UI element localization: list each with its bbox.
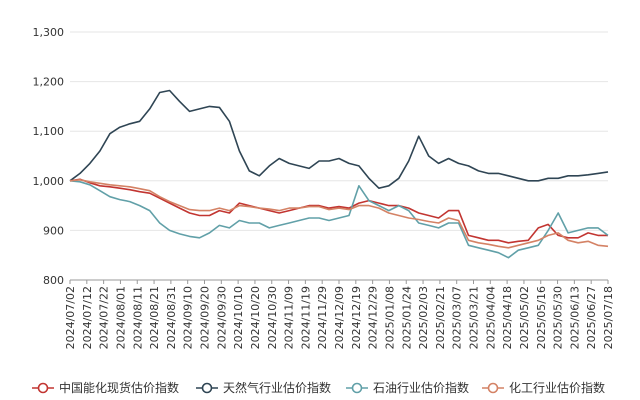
x-tick-label: 2024/12/19 [350, 286, 363, 349]
series-line-3 [69, 180, 609, 259]
x-tick-label: 2024/08/21 [148, 286, 161, 349]
legend-label: 天然气行业估价指数 [223, 380, 331, 395]
x-tick-label: 2024/12/09 [333, 286, 346, 349]
x-tick-label: 2025/06/27 [585, 286, 598, 349]
x-tick-label: 2025/01/08 [383, 286, 396, 349]
x-tick-label: 2024/11/29 [316, 286, 329, 349]
legend-label: 中国能化现货估价指数 [59, 380, 179, 395]
legend-swatch-marker [487, 382, 499, 394]
legend-label: 化工行业估价指数 [509, 380, 605, 395]
x-tick-label: 2025/02/03 [417, 286, 430, 349]
x-tick-label: 2024/08/01 [114, 286, 127, 349]
x-tick-label: 2025/04/04 [484, 286, 497, 349]
x-tick-label: 2024/11/09 [283, 286, 296, 349]
series-lines [69, 89, 609, 259]
legend-swatch-marker [37, 382, 49, 394]
legend-item-3[interactable]: 石油行业估价指数 [346, 380, 469, 395]
x-tick-label: 2024/08/31 [165, 286, 178, 349]
x-tick-label: 2024/07/22 [98, 286, 111, 349]
x-axis: 2024/07/02 2024/07/12 2024/07/22 2024/08/01… [64, 280, 615, 349]
legend-swatch-marker [201, 382, 213, 394]
x-tick-label: 2025/05/02 [518, 286, 531, 349]
x-tick-label: 2024/12/29 [367, 286, 380, 349]
x-tick-label: 2025/02/21 [434, 286, 447, 349]
x-tick-label: 2024/11/19 [299, 286, 312, 349]
series-line-2 [69, 89, 609, 189]
legend-item-2[interactable]: 天然气行业估价指数 [196, 380, 331, 395]
y-tick-label: 1,200 [33, 76, 65, 89]
x-tick-label: 2024/08/11 [131, 286, 144, 349]
x-tick-label: 2025/03/07 [451, 286, 464, 349]
x-tick-label: 2024/07/02 [64, 286, 77, 349]
x-tick-label: 2024/09/30 [215, 286, 228, 349]
legend-swatch-marker [351, 382, 363, 394]
series-line-4 [69, 179, 609, 249]
x-tick-label: 2024/10/30 [266, 286, 279, 349]
grid-lines [70, 31, 608, 281]
series-line-1 [69, 178, 608, 244]
x-tick-label: 2024/10/20 [249, 286, 262, 349]
legend[interactable]: 中国能化现货估价指数 天然气行业估价指数 石油行业估价指数 化工行业估价指数 [32, 380, 605, 395]
x-tick-label: 2025/06/13 [568, 286, 581, 349]
y-axis: 800 900 1,000 1,100 1,200 1,300 [33, 26, 65, 287]
x-tick-label: 2024/07/12 [81, 286, 94, 349]
x-tick-label: 2025/04/18 [501, 286, 514, 349]
y-tick-label: 1,000 [33, 175, 65, 188]
y-tick-label: 1,100 [33, 125, 65, 138]
x-tick-label: 2025/01/24 [400, 286, 413, 349]
x-tick-label: 2025/03/21 [468, 286, 481, 349]
y-tick-label: 800 [43, 274, 64, 287]
x-tick-label: 2025/05/16 [535, 286, 548, 349]
legend-label: 石油行业估价指数 [373, 380, 469, 395]
x-tick-label: 2025/07/18 [602, 286, 615, 349]
x-tick-label: 2024/09/20 [199, 286, 212, 349]
legend-item-4[interactable]: 化工行业估价指数 [482, 380, 605, 395]
y-tick-label: 900 [43, 224, 64, 237]
legend-item-1[interactable]: 中国能化现货估价指数 [32, 380, 179, 395]
x-tick-label: 2024/10/10 [232, 286, 245, 349]
x-tick-label: 2024/09/10 [182, 286, 195, 349]
x-tick-label: 2025/05/30 [552, 286, 565, 349]
y-tick-label: 1,300 [33, 26, 65, 39]
